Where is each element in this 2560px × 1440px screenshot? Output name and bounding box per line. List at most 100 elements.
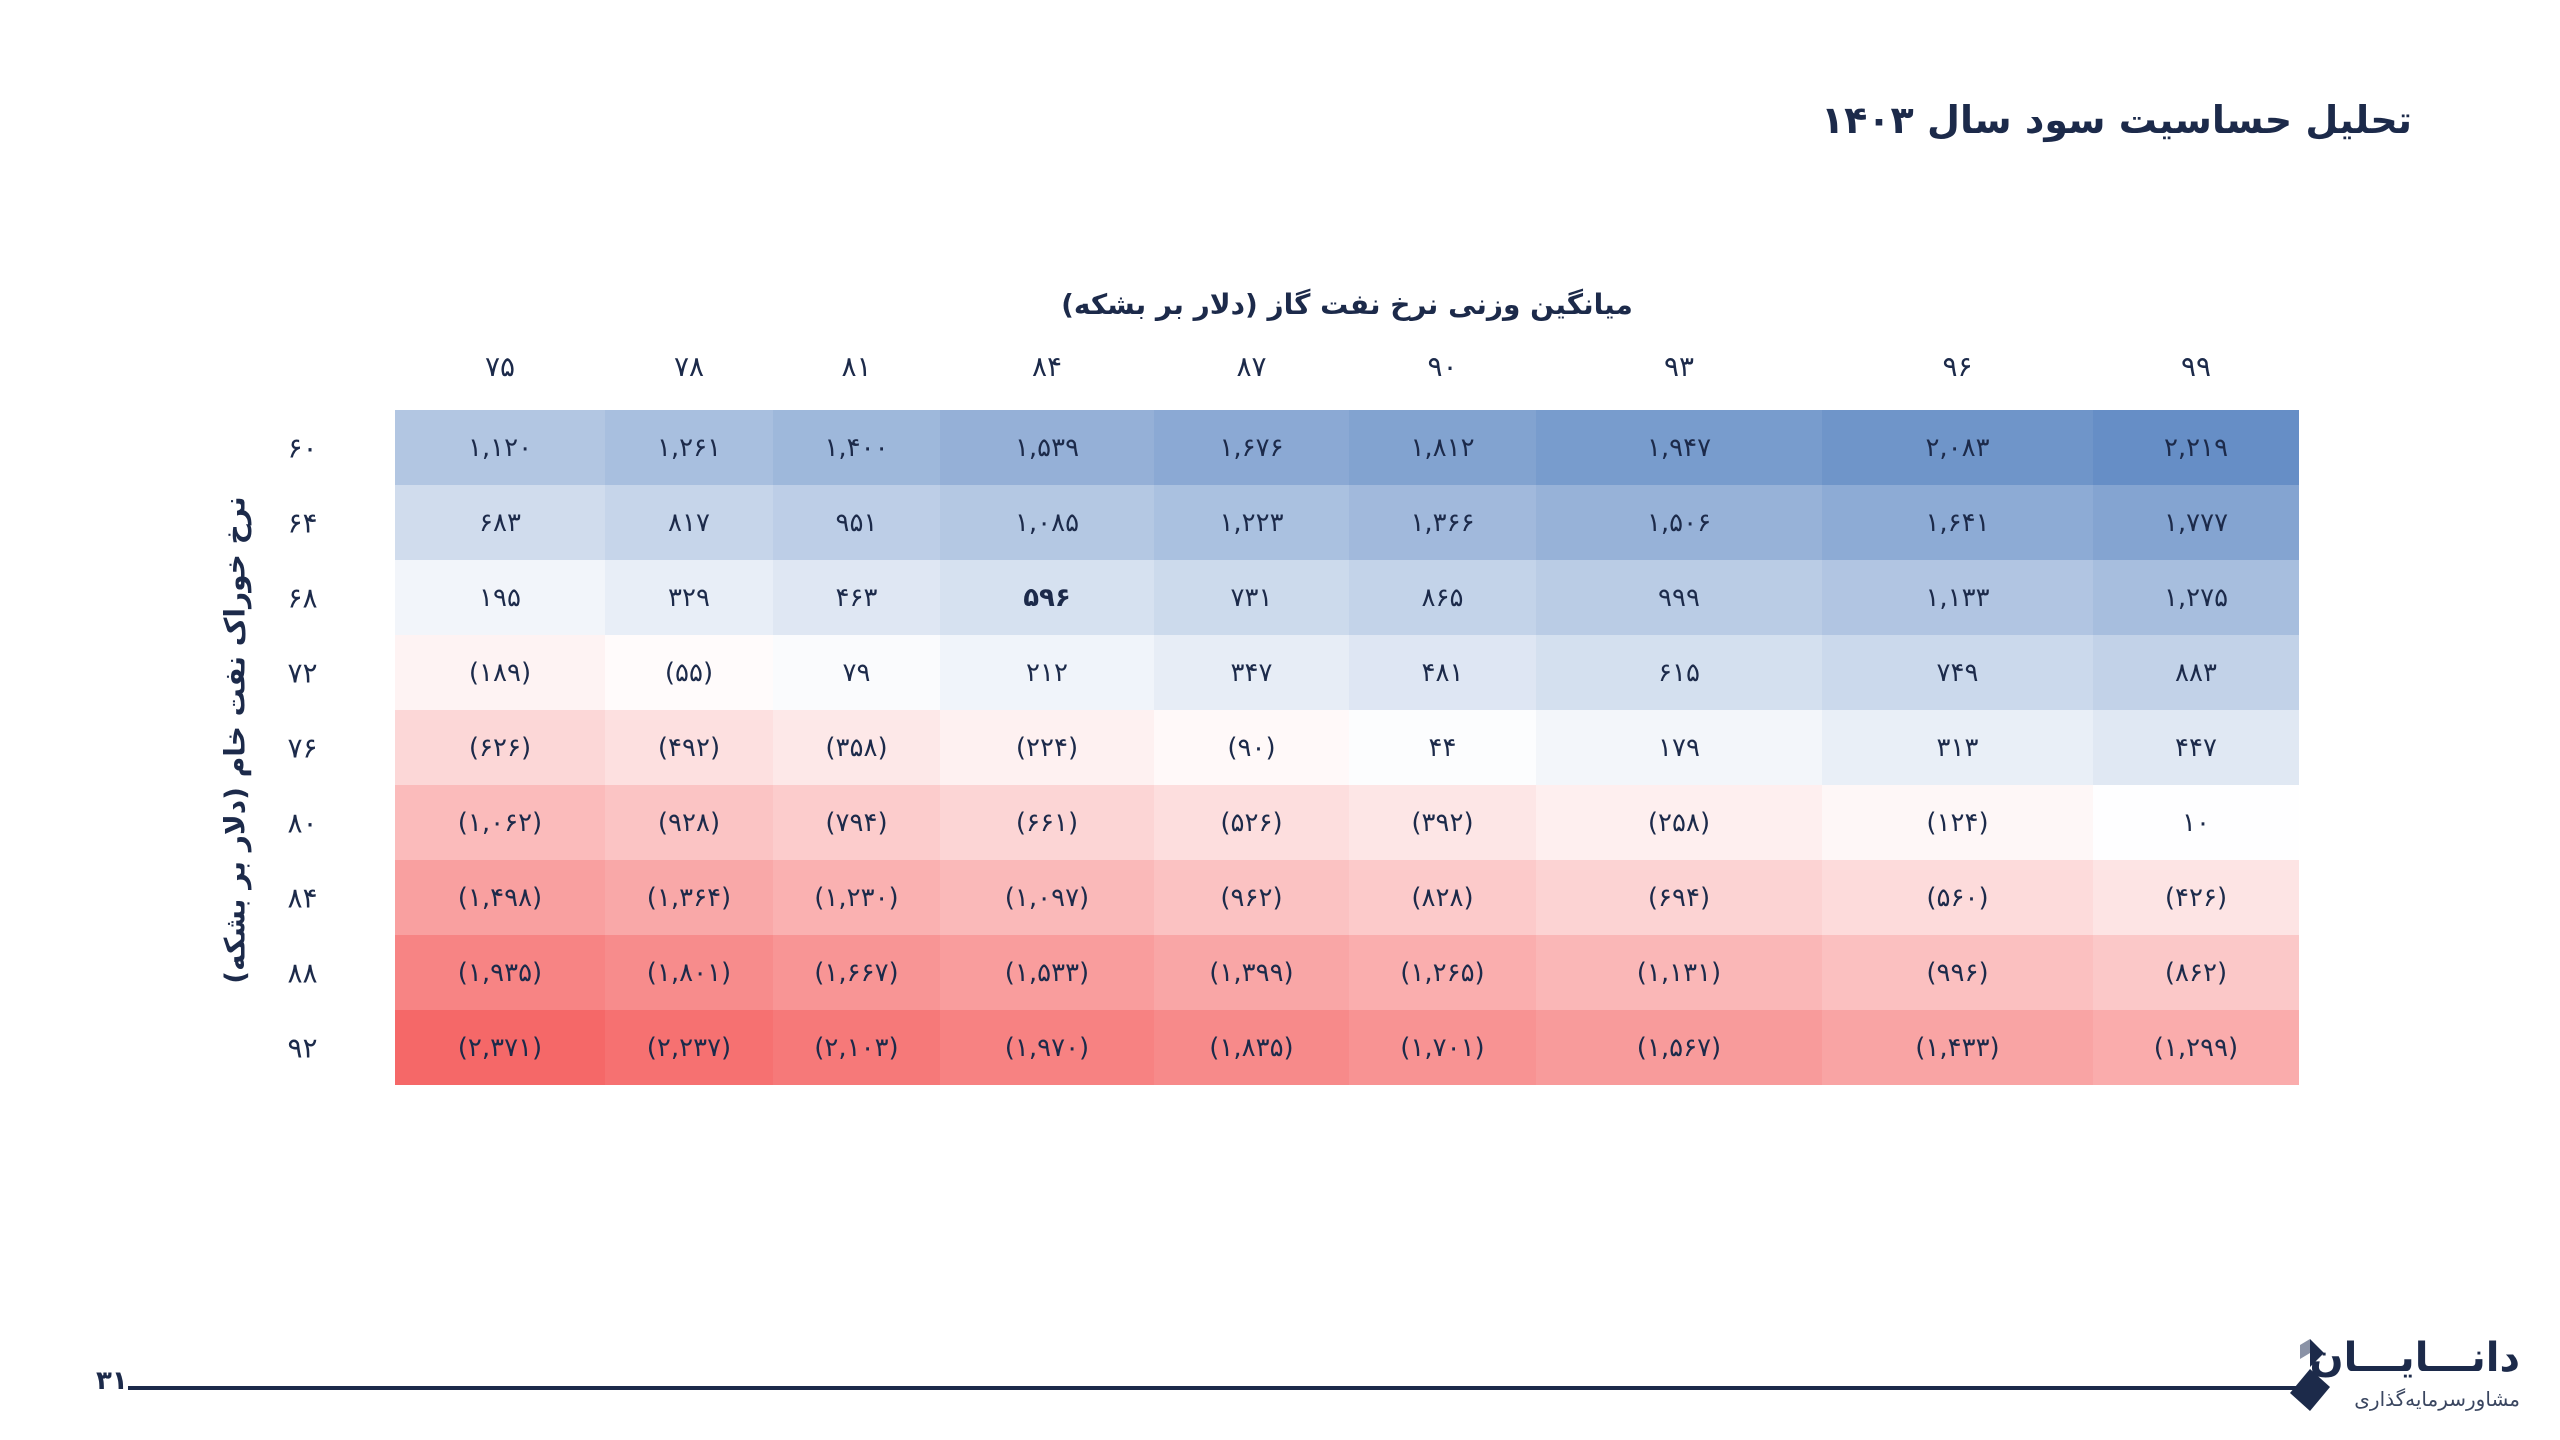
heatmap-cell: ۱,۰۸۵: [940, 485, 1154, 560]
heatmap-cell: (۵۶۰): [1822, 860, 2093, 935]
column-header: ۸۴: [1031, 350, 1063, 383]
heatmap-cell: ۱۹۵: [395, 560, 605, 635]
company-logo: دانـــایـــان مشاورسرمایه‌گذاری: [2290, 1335, 2520, 1415]
heatmap-cell: (۱,۹۳۵): [395, 935, 605, 1010]
heatmap-cell: ۱,۲۶۱: [605, 410, 773, 485]
heatmap-cell: (۹۰): [1154, 710, 1349, 785]
heatmap-cell: (۱,۵۶۷): [1536, 1010, 1822, 1085]
heatmap-cell: (۱۸۹): [395, 635, 605, 710]
heatmap-cell: (۱,۲۹۹): [2093, 1010, 2299, 1085]
heatmap-cell: (۱,۴۳۳): [1822, 1010, 2093, 1085]
heatmap-cell: ۱۰: [2093, 785, 2299, 860]
heatmap-cell: (۱,۱۳۱): [1536, 935, 1822, 1010]
heatmap-cell: (۱,۲۳۰): [773, 860, 940, 935]
column-header: ۹۰: [1427, 350, 1458, 383]
heatmap-cell: ۴۴: [1349, 710, 1536, 785]
heatmap-cell: ۳۴۷: [1154, 635, 1349, 710]
heatmap-cell: (۱,۷۰۱): [1349, 1010, 1536, 1085]
heatmap-cell: ۹۵۱: [773, 485, 940, 560]
heatmap-cell: (۱,۰۹۷): [940, 860, 1154, 935]
heatmap-cell: ۱,۱۳۳: [1822, 560, 2093, 635]
row-header: ۶۴: [287, 506, 318, 539]
row-header: ۸۰: [287, 806, 318, 839]
page-title: تحلیل حساسیت سود سال ۱۴۰۳: [1820, 98, 2412, 142]
y-axis-title: نرخ خوراک نفت خام (دلار بر بشکه): [218, 496, 252, 984]
heatmap-cell: (۲,۲۳۷): [605, 1010, 773, 1085]
column-header: ۷۸: [673, 350, 705, 383]
heatmap-cell: (۲,۱۰۳): [773, 1010, 940, 1085]
heatmap-cell: ۱,۶۷۶: [1154, 410, 1349, 485]
heatmap-cell: ۸۸۳: [2093, 635, 2299, 710]
heatmap-cell: (۲۲۴): [940, 710, 1154, 785]
heatmap-cell: (۶۹۴): [1536, 860, 1822, 935]
heatmap-cell: ۴۶۳: [773, 560, 940, 635]
heatmap-cell: ۱,۵۳۹: [940, 410, 1154, 485]
heatmap-cell: ۷۹: [773, 635, 940, 710]
heatmap-cell: (۵۵): [605, 635, 773, 710]
heatmap-cell: ۱,۹۴۷: [1536, 410, 1822, 485]
heatmap-cell: (۱,۲۶۵): [1349, 935, 1536, 1010]
row-header: ۷۲: [287, 656, 318, 689]
heatmap-cell: (۱,۴۹۸): [395, 860, 605, 935]
column-header: ۹۶: [1942, 350, 1973, 383]
heatmap-cell: (۴۲۶): [2093, 860, 2299, 935]
heatmap-cell: ۷۳۱: [1154, 560, 1349, 635]
page-number: ۳۱: [96, 1366, 128, 1396]
row-header: ۶۸: [287, 581, 318, 614]
heatmap-cell: (۹۶۲): [1154, 860, 1349, 935]
heatmap-cell: ۱۷۹: [1536, 710, 1822, 785]
heatmap-cell: (۱,۳۶۴): [605, 860, 773, 935]
heatmap-cell: ۴۴۷: [2093, 710, 2299, 785]
row-header: ۸۴: [287, 881, 318, 914]
heatmap-cell: (۸۲۸): [1349, 860, 1536, 935]
row-header: ۸۸: [287, 956, 318, 989]
x-axis-title: میانگین وزنی نرخ نفت گاز (دلار بر بشکه): [1061, 288, 1633, 321]
heatmap-cell: ۱,۶۴۱: [1822, 485, 2093, 560]
heatmap-cell: ۵۹۶: [940, 560, 1154, 635]
heatmap-cell: (۵۲۶): [1154, 785, 1349, 860]
heatmap-cell: (۲,۳۷۱): [395, 1010, 605, 1085]
heatmap-cell: ۱,۳۶۶: [1349, 485, 1536, 560]
heatmap-cell: ۱,۲۲۳: [1154, 485, 1349, 560]
logo-name: دانـــایـــان: [2309, 1335, 2521, 1381]
heatmap-cell: ۲,۰۸۳: [1822, 410, 2093, 485]
heatmap-cell: (۱,۹۷۰): [940, 1010, 1154, 1085]
heatmap-cell: ۱,۷۷۷: [2093, 485, 2299, 560]
heatmap-cell: ۲,۲۱۹: [2093, 410, 2299, 485]
column-header: ۷۵: [484, 350, 516, 383]
heatmap-cell: (۴۹۲): [605, 710, 773, 785]
heatmap-cell: ۲۱۲: [940, 635, 1154, 710]
heatmap-cell: (۱,۸۰۱): [605, 935, 773, 1010]
heatmap-cell: ۹۹۹: [1536, 560, 1822, 635]
heatmap-cell: (۳۹۲): [1349, 785, 1536, 860]
heatmap-cell: ۸۱۷: [605, 485, 773, 560]
heatmap-cell: ۱,۴۰۰: [773, 410, 940, 485]
heatmap-cell: (۳۵۸): [773, 710, 940, 785]
column-header: ۸۷: [1236, 350, 1267, 383]
row-header: ۶۰: [287, 431, 318, 464]
heatmap-cell: (۷۹۴): [773, 785, 940, 860]
column-header: ۹۹: [2180, 350, 2212, 383]
column-header: ۸۱: [841, 350, 872, 383]
heatmap-cell: (۶۲۶): [395, 710, 605, 785]
logo-mark-icon: [2290, 1339, 2330, 1411]
heatmap-cell: ۶۱۵: [1536, 635, 1822, 710]
row-header: ۷۶: [287, 731, 318, 764]
heatmap-cell: (۸۶۲): [2093, 935, 2299, 1010]
heatmap-cell: (۱,۸۳۵): [1154, 1010, 1349, 1085]
row-header: ۹۲: [287, 1031, 318, 1064]
heatmap-cell: ۸۶۵: [1349, 560, 1536, 635]
heatmap-cell: (۱,۰۶۲): [395, 785, 605, 860]
heatmap-cell: ۱,۸۱۲: [1349, 410, 1536, 485]
heatmap-cell: ۱,۲۷۵: [2093, 560, 2299, 635]
heatmap-cell: (۱,۳۹۹): [1154, 935, 1349, 1010]
heatmap-cell: ۱,۵۰۶: [1536, 485, 1822, 560]
heatmap-cell: ۱,۱۲۰: [395, 410, 605, 485]
heatmap-cell: (۹۲۸): [605, 785, 773, 860]
heatmap-cell: (۶۶۱): [940, 785, 1154, 860]
heatmap-cell: (۱۲۴): [1822, 785, 2093, 860]
column-header: ۹۳: [1663, 350, 1695, 383]
heatmap-cell: (۱,۶۶۷): [773, 935, 940, 1010]
heatmap-cell: ۴۸۱: [1349, 635, 1536, 710]
heatmap-cell: (۲۵۸): [1536, 785, 1822, 860]
